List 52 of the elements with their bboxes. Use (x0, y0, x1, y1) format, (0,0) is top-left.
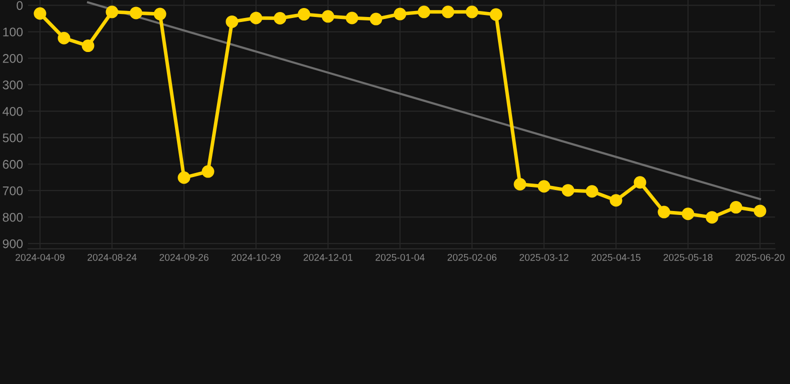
y-tick-label: 700 (2, 186, 23, 196)
x-tick-label: 2025-05-18 (664, 254, 712, 261)
point (442, 6, 454, 18)
point (178, 171, 190, 184)
point (610, 194, 622, 207)
point (130, 6, 142, 20)
x-tick-label: 2024-12-01 (304, 254, 352, 261)
x-tick-label: 2025-02-06 (448, 254, 496, 261)
point (562, 184, 574, 197)
point (154, 8, 166, 20)
point (226, 15, 238, 28)
y-tick-label: 600 (2, 160, 23, 169)
point (394, 8, 406, 20)
y-tick-label: 200 (2, 54, 23, 63)
point (322, 10, 334, 23)
x-tick-label: 2025-06-20 (736, 254, 784, 261)
point (682, 208, 694, 220)
point (418, 6, 430, 18)
point (754, 204, 766, 218)
x-tick-label: 2025-04-15 (592, 254, 640, 261)
y-tick-label: 800 (2, 212, 23, 222)
point (634, 176, 646, 189)
point (346, 12, 358, 24)
y-tick-label: 900 (2, 239, 23, 248)
x-tick-label: 2024-04-09 (16, 254, 64, 261)
y-tick-label: 500 (2, 133, 23, 142)
x-tick-label: 2025-03-12 (520, 254, 568, 261)
point (370, 12, 382, 26)
y-tick-label: 300 (2, 80, 23, 90)
point (586, 185, 598, 198)
point (706, 211, 718, 224)
y-tick-label: 100 (3, 28, 23, 36)
point (730, 201, 742, 214)
point (250, 12, 262, 24)
point (298, 8, 310, 21)
y-tick-label: 0 (16, 1, 23, 10)
point (466, 6, 478, 18)
point (274, 12, 286, 25)
point (202, 165, 214, 178)
point (34, 7, 46, 20)
x-tick-label: 2024-08-24 (88, 254, 137, 261)
point (106, 6, 118, 18)
y-tick-label: 400 (2, 106, 23, 116)
point (490, 8, 502, 21)
point (514, 178, 526, 190)
x-tick-label: 2024-09-26 (160, 254, 208, 261)
point (58, 32, 70, 44)
point (538, 180, 550, 193)
x-tick-label: 2024-10-29 (232, 254, 280, 261)
point (82, 40, 94, 52)
point (658, 206, 670, 218)
x-tick-label: 2025-01-04 (376, 254, 425, 261)
